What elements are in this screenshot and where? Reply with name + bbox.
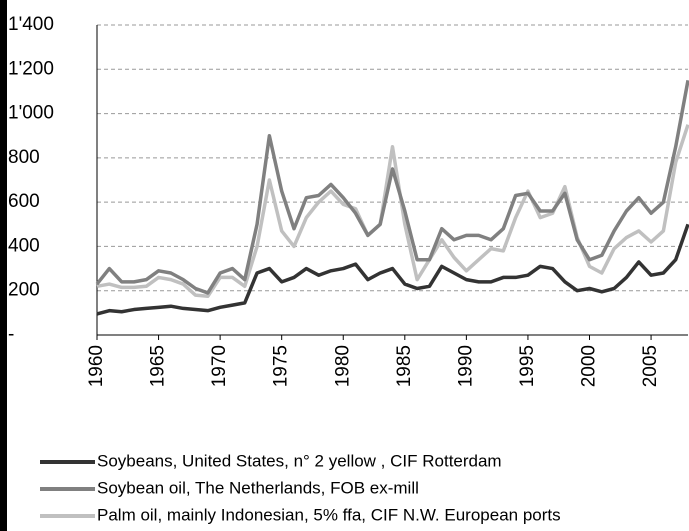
series-line [95, 80, 689, 295]
y-tick-label: 1'000 [8, 103, 54, 124]
y-tick-label: 600 [8, 191, 40, 212]
x-tick-label: 1965 [148, 345, 169, 387]
x-tick-label: 1985 [394, 345, 415, 387]
x-tick-label: 1975 [271, 345, 292, 387]
x-tick-label: 2005 [640, 345, 661, 387]
y-tick-label: - [8, 324, 14, 345]
x-tick-label: 1980 [332, 345, 353, 387]
series-line [96, 124, 689, 298]
y-tick-label: 200 [8, 280, 40, 301]
x-tick-label: 2000 [579, 345, 600, 387]
y-tick-label: 400 [8, 235, 40, 256]
x-tick-label: 1990 [455, 345, 476, 387]
y-tick-label: 800 [8, 147, 40, 168]
legend-label: Soybean oil, The Netherlands, FOB ex-mil… [97, 478, 419, 497]
legend-label: Soybeans, United States, n° 2 yellow , C… [97, 451, 502, 470]
legend-label: Palm oil, mainly Indonesian, 5% ffa, CIF… [97, 505, 561, 524]
x-tick-label: 1970 [209, 345, 230, 387]
x-tick-label: 1995 [517, 345, 538, 387]
left-edge [0, 0, 7, 531]
y-tick-label: 1'400 [8, 14, 54, 35]
y-tick-label: 1'200 [8, 58, 54, 79]
series-line [96, 223, 689, 316]
x-tick-label: 1960 [86, 345, 107, 387]
